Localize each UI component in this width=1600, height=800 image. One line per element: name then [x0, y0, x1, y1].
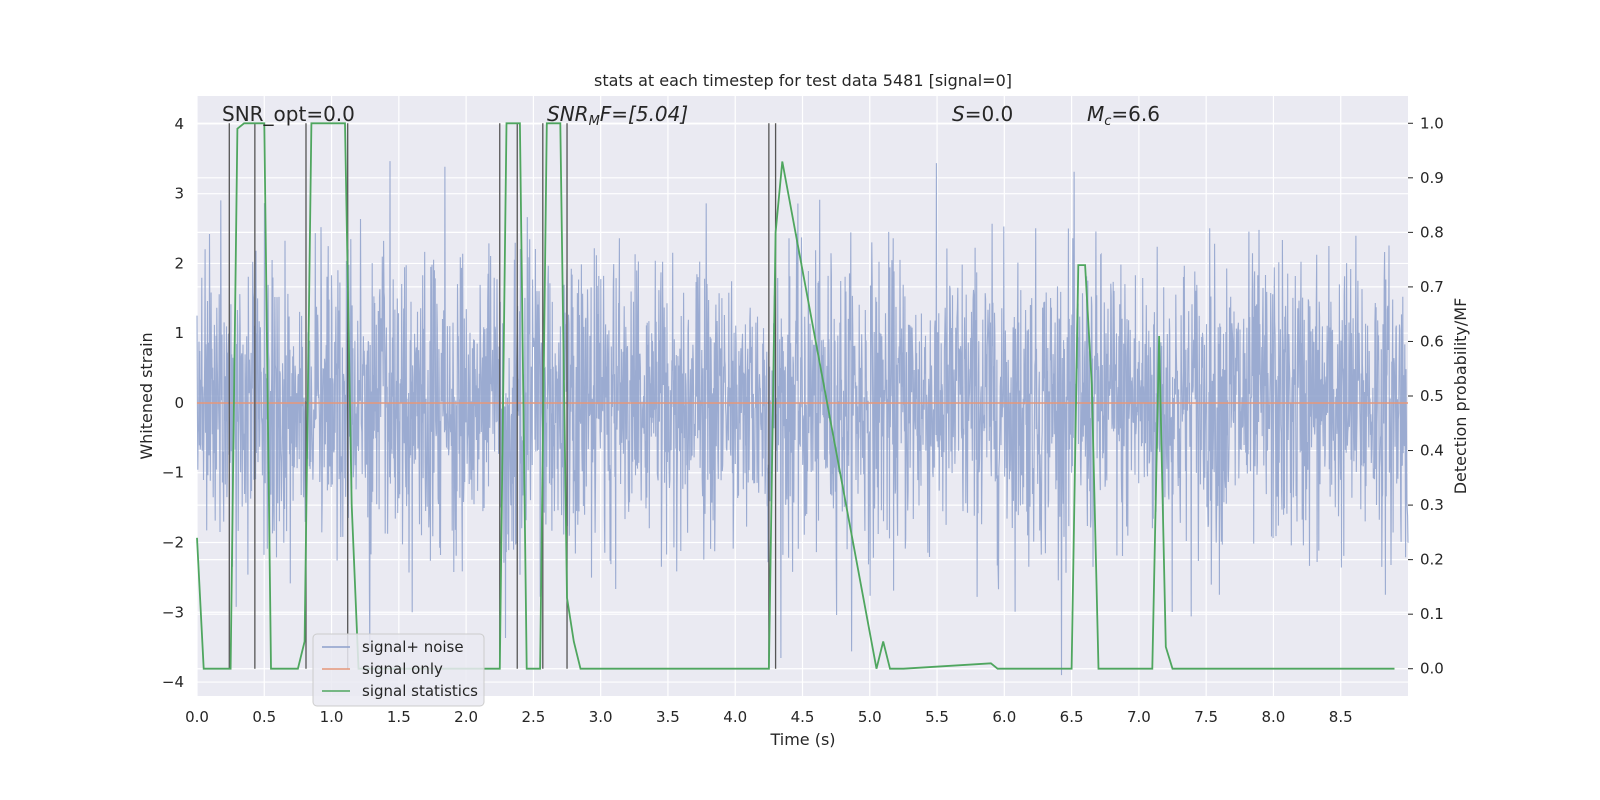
- legend-label-signal-only: signal only: [362, 660, 443, 678]
- y-left-tick-label: −4: [162, 673, 184, 691]
- annotation-s-main: S: [952, 102, 965, 126]
- y-left-tick-label: 2: [174, 254, 184, 272]
- x-tick-labels: 0.0 0.5 1.0 1.5 2.0 2.5 3.0 3.5 4.0 4.5 5.0 5.5 6.0 6…: [185, 708, 1353, 726]
- y-left-tick-label: 4: [174, 115, 184, 133]
- annotation-mc-rest: =6.6: [1111, 102, 1160, 126]
- annotation-snr-mf: SNRMF=[5.04]: [547, 102, 688, 129]
- y-right-tick-label: 0.3: [1420, 496, 1444, 514]
- x-tick-label: 3.5: [656, 708, 680, 726]
- x-tick-label: 5.5: [925, 708, 949, 726]
- x-tick-label: 3.0: [589, 708, 613, 726]
- x-tick-label: 7.0: [1127, 708, 1151, 726]
- chart-title: stats at each timestep for test data 548…: [594, 71, 1012, 90]
- y-right-tick-label: 0.6: [1420, 332, 1444, 350]
- annotation-snr-opt: SNR_opt=0.0: [222, 102, 355, 126]
- y-right-tick-label: 0.0: [1420, 660, 1444, 678]
- x-tick-label: 8.5: [1329, 708, 1353, 726]
- x-tick-label: 2.0: [454, 708, 478, 726]
- x-tick-label: 0.0: [185, 708, 209, 726]
- x-tick-label: 8.0: [1262, 708, 1286, 726]
- y-left-tick-label: −3: [162, 603, 184, 621]
- y-right-tick-label: 0.8: [1420, 223, 1444, 241]
- x-tick-label: 0.5: [252, 708, 276, 726]
- signal-plus-noise-series: [196, 161, 1409, 676]
- x-axis-label: Time (s): [769, 730, 835, 749]
- y-right-tick-label: 0.4: [1420, 442, 1444, 460]
- y-right-tick-label: 1.0: [1420, 114, 1444, 132]
- annotation-s: S=0.0: [952, 102, 1013, 126]
- y-right-tick-label: 0.2: [1420, 551, 1444, 569]
- x-tick-label: 4.5: [791, 708, 815, 726]
- signal-statistics-line: [196, 122, 1395, 670]
- y-right-tick-label: 0.1: [1420, 605, 1444, 623]
- annotation-mc-main: M: [1087, 102, 1104, 126]
- annotation-snr-mf-main: SNR: [547, 102, 589, 126]
- y-left-axis-label: Whitened strain: [137, 332, 156, 459]
- legend-box: [312, 633, 485, 707]
- x-tick-label: 6.0: [992, 708, 1016, 726]
- x-tick-label: 5.0: [858, 708, 882, 726]
- annotation-snr-mf-sub: M: [589, 114, 600, 129]
- x-tick-label: 6.5: [1060, 708, 1084, 726]
- annotation-snr-mf-rest: F=[5.04]: [600, 102, 688, 126]
- x-tick-label: 1.0: [320, 708, 344, 726]
- legend-label-signal-plus-noise: signal+ noise: [362, 638, 464, 656]
- annotation-s-rest: =0.0: [965, 102, 1014, 126]
- x-tick-label: 4.0: [723, 708, 747, 726]
- y-left-tick-label: 1: [174, 324, 184, 342]
- y-left-tick-label: −2: [162, 534, 184, 552]
- legend-label-signal-statistics: signal statistics: [362, 682, 478, 700]
- annotation-mc: Mc=6.6: [1087, 102, 1160, 129]
- y-right-axis-label: Detection probability/MF: [1451, 298, 1470, 495]
- y-right-tick-labels: 1.0 0.9 0.8 0.7 0.6 0.5 0.4 0.3 0.2 0.1 0.0: [1408, 114, 1444, 678]
- x-tick-label: 2.5: [521, 708, 545, 726]
- y-right-tick-label: 0.7: [1420, 278, 1444, 296]
- legend: signal+ noise signal only signal statist…: [312, 633, 485, 707]
- y-left-tick-label: −1: [162, 464, 184, 482]
- y-left-tick-labels: 4 3 2 1 0 −1 −2 −3 −4: [162, 115, 184, 691]
- signal-plus-noise-line: [196, 161, 1409, 676]
- annotation-mc-sub: c: [1104, 114, 1111, 129]
- y-left-tick-label: 0: [174, 394, 184, 412]
- y-right-tick-label: 0.9: [1420, 169, 1444, 187]
- y-right-tick-label: 0.5: [1420, 387, 1444, 405]
- x-tick-label: 1.5: [387, 708, 411, 726]
- x-tick-label: 7.5: [1194, 708, 1218, 726]
- signal-statistics-series: [196, 122, 1395, 670]
- y-left-tick-label: 3: [174, 185, 184, 203]
